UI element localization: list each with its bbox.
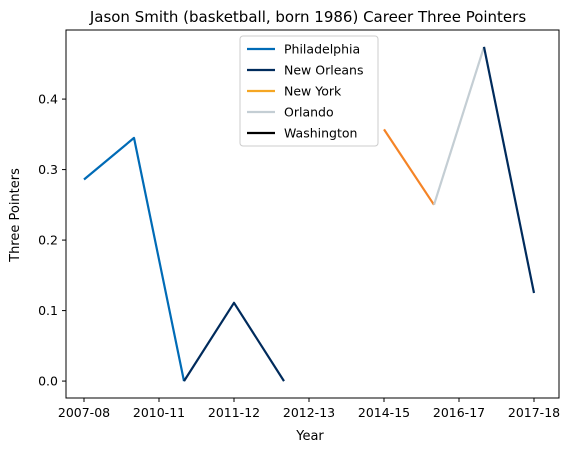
y-tick-label: 0.2 [38,233,58,248]
x-tick-label: 2012-13 [283,405,335,420]
y-tick-label: 0.4 [38,92,58,107]
legend-label: New York [284,84,342,99]
legend-label: Orlando [284,105,334,120]
y-tick-label: 0.1 [38,303,58,318]
legend-item-washington: Washington [247,126,357,141]
y-tick-label: 0.3 [38,162,58,177]
y-tick-label: 0.0 [38,374,58,389]
series-line-washington [482,46,536,294]
chart-title: Jason Smith (basketball, born 1986) Care… [89,8,527,26]
y-axis-label: Three Pointers [8,168,23,263]
series-line-new-orleans [183,301,285,382]
x-axis: 2007-08 2010-11 2011-12 2012-13 2014-15 2016-… [58,398,560,420]
series-line-philadelphia [83,136,186,382]
legend-label: Washington [284,126,357,141]
legend-item-orlando: Orlando [247,105,334,120]
series-layer [83,46,536,382]
y-axis: 0.0 0.1 0.2 0.3 0.4 [38,92,66,389]
legend-box [239,35,379,147]
legend-item-new-orleans: New Orleans [247,63,363,78]
plot-frame [65,29,560,399]
plot-area: 2007-08 2010-11 2011-12 2012-13 2014-15 2016-… [38,29,560,420]
x-tick-label: 2014-15 [358,405,410,420]
legend-item-philadelphia: Philadelphia [247,42,360,57]
x-tick-label: 2017-18 [508,405,560,420]
legend: Philadelphia New Orleans New York Orlando Wa… [239,35,379,147]
legend-item-new-york: New York [247,84,342,99]
x-tick-label: 2007-08 [58,405,110,420]
legend-label: New Orleans [284,63,363,78]
series-line-new-york [383,128,435,206]
x-tick-label: 2010-11 [133,405,185,420]
legend-items: Philadelphia New Orleans New York Orlando Wa… [247,42,363,141]
x-tick-label: 2016-17 [433,405,485,420]
legend-label: Philadelphia [284,42,360,57]
x-tick-label: 2011-12 [208,405,260,420]
x-axis-label: Year [295,429,324,444]
series-line-orlando [432,46,486,206]
